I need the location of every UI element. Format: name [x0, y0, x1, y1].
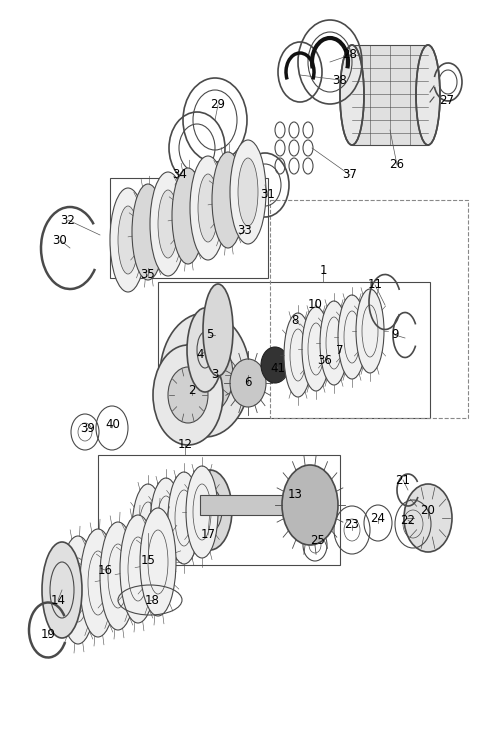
Ellipse shape — [302, 307, 330, 391]
Text: 8: 8 — [291, 314, 299, 327]
Text: 4: 4 — [196, 349, 204, 362]
Bar — [110, 178, 268, 278]
Ellipse shape — [150, 478, 182, 570]
Text: 32: 32 — [60, 213, 75, 227]
Ellipse shape — [282, 465, 338, 545]
Text: 19: 19 — [40, 629, 56, 642]
Text: 2: 2 — [188, 384, 196, 396]
Ellipse shape — [187, 308, 223, 392]
Text: 5: 5 — [206, 328, 214, 341]
Text: 20: 20 — [420, 504, 435, 517]
Ellipse shape — [320, 301, 348, 385]
Ellipse shape — [132, 484, 164, 576]
Ellipse shape — [160, 313, 250, 437]
Text: 9: 9 — [391, 328, 399, 341]
Text: 28: 28 — [343, 48, 358, 61]
Text: 25: 25 — [311, 534, 325, 547]
Text: 29: 29 — [211, 99, 226, 112]
Ellipse shape — [404, 484, 452, 552]
Text: 11: 11 — [368, 279, 383, 292]
Text: 17: 17 — [201, 529, 216, 542]
Text: 31: 31 — [261, 189, 276, 202]
Bar — [98, 455, 340, 565]
Text: 37: 37 — [343, 169, 358, 181]
Ellipse shape — [42, 542, 82, 638]
Text: 41: 41 — [271, 362, 286, 374]
Ellipse shape — [172, 168, 204, 264]
Ellipse shape — [168, 472, 200, 564]
Text: 30: 30 — [53, 233, 67, 246]
Ellipse shape — [356, 289, 384, 373]
Text: 18: 18 — [144, 594, 159, 607]
Text: 27: 27 — [440, 94, 455, 107]
Text: 23: 23 — [345, 518, 360, 531]
Ellipse shape — [284, 313, 312, 397]
Ellipse shape — [118, 206, 138, 274]
Text: 1: 1 — [319, 263, 327, 276]
Ellipse shape — [230, 359, 266, 407]
Text: 22: 22 — [400, 513, 416, 526]
Bar — [158, 282, 430, 418]
Ellipse shape — [132, 184, 164, 280]
Ellipse shape — [80, 529, 116, 637]
Ellipse shape — [190, 156, 226, 260]
Ellipse shape — [60, 536, 96, 644]
Ellipse shape — [416, 45, 440, 145]
Text: 10: 10 — [308, 298, 323, 311]
Bar — [352, 45, 428, 145]
Ellipse shape — [190, 355, 220, 395]
Bar — [200, 495, 330, 515]
Text: 12: 12 — [178, 439, 192, 452]
Ellipse shape — [177, 335, 233, 415]
Ellipse shape — [140, 508, 176, 616]
Ellipse shape — [186, 466, 218, 558]
Ellipse shape — [340, 45, 364, 145]
Ellipse shape — [238, 158, 258, 226]
Ellipse shape — [203, 284, 233, 376]
Text: 24: 24 — [371, 512, 385, 525]
Ellipse shape — [338, 295, 366, 379]
Ellipse shape — [158, 190, 178, 258]
Ellipse shape — [188, 470, 232, 550]
Ellipse shape — [230, 140, 266, 244]
Text: 16: 16 — [97, 564, 112, 577]
Text: 35: 35 — [141, 268, 156, 281]
Ellipse shape — [198, 174, 218, 242]
Text: 40: 40 — [106, 419, 120, 431]
Text: 39: 39 — [81, 422, 96, 434]
Text: 15: 15 — [141, 553, 156, 567]
Text: 36: 36 — [318, 354, 333, 366]
Text: 14: 14 — [50, 594, 65, 607]
Ellipse shape — [261, 347, 289, 383]
Ellipse shape — [168, 367, 208, 423]
Text: 7: 7 — [336, 344, 344, 357]
Ellipse shape — [150, 172, 186, 276]
Text: 13: 13 — [288, 488, 302, 501]
Text: 26: 26 — [389, 159, 405, 172]
Text: 38: 38 — [333, 74, 348, 86]
Bar — [270, 200, 468, 418]
Ellipse shape — [212, 152, 244, 248]
Ellipse shape — [110, 188, 146, 292]
Text: 3: 3 — [211, 368, 219, 382]
Text: 34: 34 — [173, 169, 187, 181]
Text: 6: 6 — [244, 376, 252, 390]
Text: 21: 21 — [396, 474, 410, 487]
Ellipse shape — [100, 522, 136, 630]
Text: 33: 33 — [238, 224, 252, 237]
Ellipse shape — [120, 515, 156, 623]
Ellipse shape — [153, 345, 223, 445]
